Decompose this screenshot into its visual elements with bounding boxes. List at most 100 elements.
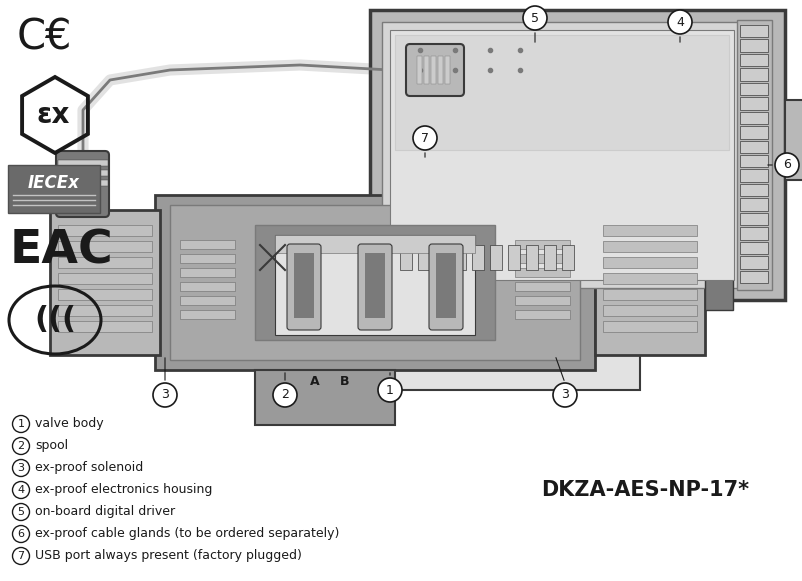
FancyBboxPatch shape	[406, 44, 464, 96]
Bar	[739, 83, 767, 95]
Bar	[739, 155, 767, 167]
Bar	[514, 296, 569, 305]
Circle shape	[522, 6, 546, 30]
Bar	[435, 253, 456, 318]
Text: 4: 4	[18, 485, 25, 495]
Bar	[170, 205, 579, 360]
Text: USB port always present (factory plugged): USB port always present (factory plugged…	[35, 550, 302, 562]
Bar	[58, 289, 152, 300]
Bar	[602, 289, 696, 300]
Bar	[58, 273, 152, 284]
Text: 5: 5	[530, 12, 538, 24]
FancyBboxPatch shape	[56, 151, 109, 217]
Bar	[390, 30, 733, 280]
Text: A: A	[310, 375, 319, 388]
Text: C: C	[17, 17, 46, 59]
Bar	[543, 245, 555, 270]
Circle shape	[13, 482, 30, 498]
Bar	[514, 282, 569, 291]
Text: €: €	[44, 17, 71, 59]
Bar	[739, 242, 767, 254]
Bar	[58, 225, 152, 236]
Bar	[602, 241, 696, 252]
Text: (((: (((	[34, 306, 76, 335]
Bar	[602, 273, 696, 284]
Bar	[416, 56, 422, 84]
Text: 6: 6	[782, 159, 790, 171]
Bar	[514, 254, 569, 263]
Bar	[739, 141, 767, 153]
Bar	[180, 240, 235, 249]
Bar	[739, 184, 767, 196]
FancyBboxPatch shape	[428, 244, 463, 330]
Circle shape	[13, 437, 30, 454]
FancyBboxPatch shape	[358, 244, 391, 330]
Text: ex-proof solenoid: ex-proof solenoid	[35, 461, 143, 475]
Bar	[58, 321, 152, 332]
Text: on-board digital driver: on-board digital driver	[35, 505, 175, 518]
Bar	[437, 56, 443, 84]
Bar	[365, 253, 384, 318]
Bar	[180, 282, 235, 291]
Bar	[489, 245, 501, 270]
Bar	[50, 210, 160, 355]
Bar	[594, 210, 704, 355]
Bar	[418, 245, 429, 270]
Text: 6: 6	[18, 529, 25, 539]
Bar	[180, 268, 235, 277]
Bar	[8, 165, 100, 213]
Bar	[274, 235, 475, 253]
Circle shape	[13, 504, 30, 521]
Text: 7: 7	[18, 551, 25, 561]
Bar	[453, 245, 465, 270]
Text: 3: 3	[561, 389, 569, 401]
Bar	[370, 300, 639, 390]
Bar	[155, 195, 594, 370]
Text: DKZA-AES-NP-17*: DKZA-AES-NP-17*	[541, 480, 748, 500]
Bar	[514, 240, 569, 249]
Bar	[514, 268, 569, 277]
Bar	[514, 310, 569, 319]
Circle shape	[378, 378, 402, 402]
Bar	[561, 245, 573, 270]
Circle shape	[667, 10, 691, 34]
Bar	[739, 69, 767, 81]
Text: 4: 4	[675, 16, 683, 28]
Bar	[602, 305, 696, 316]
Circle shape	[71, 170, 95, 194]
Text: 1: 1	[386, 383, 394, 396]
Circle shape	[273, 383, 297, 407]
Bar	[58, 160, 107, 166]
Bar	[739, 112, 767, 124]
Text: 3: 3	[161, 389, 168, 401]
Text: 2: 2	[281, 389, 289, 401]
Bar	[739, 54, 767, 66]
Bar	[472, 245, 484, 270]
Bar	[704, 240, 732, 310]
Bar	[294, 253, 314, 318]
Bar	[58, 241, 152, 252]
Text: spool: spool	[35, 439, 68, 453]
Bar	[435, 245, 448, 270]
Bar	[739, 170, 767, 182]
Text: ex-proof electronics housing: ex-proof electronics housing	[35, 483, 212, 497]
Bar	[784, 100, 802, 180]
Circle shape	[13, 525, 30, 543]
Bar	[58, 170, 107, 176]
Circle shape	[774, 153, 798, 177]
Bar	[602, 321, 696, 332]
Text: ex-proof cable glands (to be ordered separately): ex-proof cable glands (to be ordered sep…	[35, 528, 339, 540]
Bar	[274, 235, 475, 335]
Bar	[444, 56, 449, 84]
Bar	[180, 310, 235, 319]
FancyBboxPatch shape	[286, 244, 321, 330]
Bar	[602, 257, 696, 268]
Text: εx: εx	[36, 101, 70, 129]
Bar	[58, 180, 107, 186]
Circle shape	[13, 547, 30, 565]
Text: B: B	[340, 375, 350, 388]
Bar	[395, 35, 728, 150]
Circle shape	[153, 383, 176, 407]
Text: EAC: EAC	[10, 228, 114, 273]
Text: 5: 5	[18, 507, 25, 517]
